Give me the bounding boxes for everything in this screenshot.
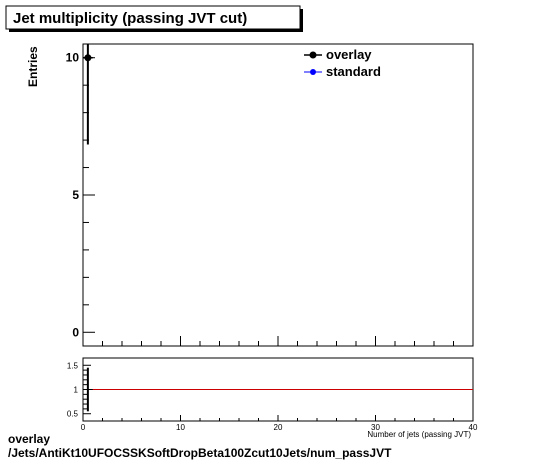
x-axis-label: Number of jets (passing JVT) xyxy=(367,430,471,439)
title-box: Jet multiplicity (passing JVT cut) xyxy=(5,5,303,32)
ratio-y-tick-label: 1.5 xyxy=(67,361,79,370)
legend-standard-marker xyxy=(310,69,316,75)
main-y-tick-label: 10 xyxy=(66,51,80,65)
ratio-x-tick-label: 30 xyxy=(371,423,380,432)
overlay-data-point xyxy=(84,54,92,62)
y-axis-label: Entries xyxy=(26,46,40,87)
ratio-axis-ticks xyxy=(82,364,474,421)
main-y-tick-label: 5 xyxy=(72,188,79,202)
legend-standard-label: standard xyxy=(326,64,381,79)
main-axis-labels: 0 5 10 xyxy=(66,51,80,340)
legend: overlay standard xyxy=(304,47,381,79)
ratio-data-marks xyxy=(83,367,473,412)
main-y-tick-label: 0 xyxy=(72,325,79,339)
footer-line-2: /Jets/AntiKt10UFOCSSKSoftDropBeta100Zcut… xyxy=(8,446,392,460)
main-plot-frame xyxy=(82,43,474,347)
chart-title: Jet multiplicity (passing JVT cut) xyxy=(13,10,247,27)
legend-overlay-marker xyxy=(309,51,317,59)
ratio-axis-labels: 0.5 1 1.5 0 10 20 30 40 xyxy=(67,361,478,432)
legend-overlay-label: overlay xyxy=(326,47,372,62)
ratio-x-tick-label: 20 xyxy=(274,423,283,432)
ratio-x-tick-label: 0 xyxy=(81,423,86,432)
ratio-y-tick-label: 0.5 xyxy=(67,410,79,419)
ratio-x-tick-label: 10 xyxy=(176,423,185,432)
ratio-y-tick-label: 1 xyxy=(74,386,79,395)
footer-line-1: overlay xyxy=(8,432,51,446)
ratio-x-tick-label: 40 xyxy=(469,423,478,432)
main-data-marks xyxy=(83,44,93,145)
